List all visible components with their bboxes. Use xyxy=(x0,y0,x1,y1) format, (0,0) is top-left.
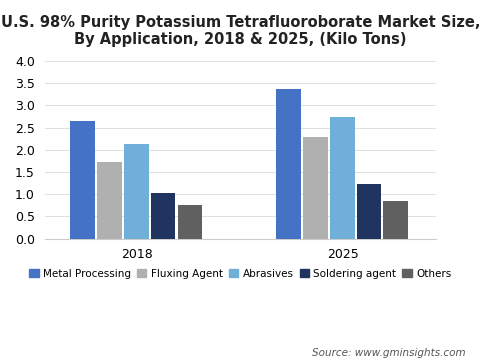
Bar xyxy=(276,89,301,238)
Legend: Metal Processing, Fluxing Agent, Abrasives, Soldering agent, Others: Metal Processing, Fluxing Agent, Abrasiv… xyxy=(25,265,456,283)
Text: Source: www.gminsights.com: Source: www.gminsights.com xyxy=(312,347,466,358)
Bar xyxy=(97,162,122,238)
Bar xyxy=(330,118,355,238)
Bar xyxy=(151,193,176,238)
Bar xyxy=(124,144,149,238)
Bar xyxy=(71,121,95,238)
Bar xyxy=(357,184,381,238)
Title: U.S. 98% Purity Potassium Tetrafluoroborate Market Size,
By Application, 2018 & : U.S. 98% Purity Potassium Tetrafluorobor… xyxy=(0,15,480,48)
Bar xyxy=(303,138,328,238)
Bar xyxy=(384,201,408,238)
Bar xyxy=(178,205,202,238)
